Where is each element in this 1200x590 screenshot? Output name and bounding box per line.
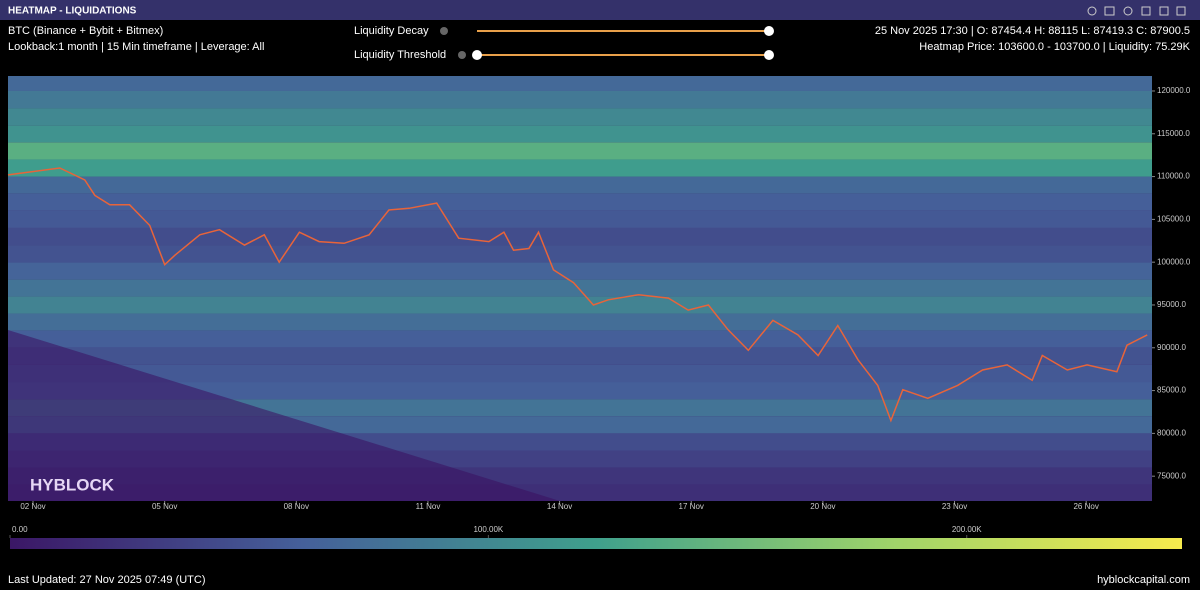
close-icon[interactable] bbox=[1176, 6, 1186, 16]
x-tick-label: 14 Nov bbox=[547, 502, 572, 511]
liquidity-band bbox=[8, 279, 1152, 297]
toolbar-icons[interactable] bbox=[1087, 6, 1186, 16]
market-label: BTC (Binance + Bybit + Bitmex) bbox=[8, 25, 163, 37]
liquidity-band bbox=[8, 210, 1152, 228]
settings-icon[interactable] bbox=[1123, 6, 1133, 16]
liquidity-band bbox=[8, 330, 1152, 348]
title-bar bbox=[0, 0, 1200, 20]
x-tick-label: 23 Nov bbox=[942, 502, 967, 511]
y-tick-label: 85000.0 bbox=[1157, 386, 1186, 395]
liquidity-band bbox=[8, 296, 1152, 314]
liquidity-band bbox=[8, 125, 1152, 143]
y-tick-label: 90000.0 bbox=[1157, 343, 1186, 352]
settings-label: Lookback:1 month | 15 Min timeframe | Le… bbox=[8, 41, 264, 53]
slider-knob[interactable] bbox=[764, 50, 774, 60]
price-line bbox=[7, 167, 1148, 423]
liquidity-band bbox=[8, 176, 1152, 194]
x-tick-label: 17 Nov bbox=[679, 502, 704, 511]
decay-shade bbox=[8, 330, 560, 501]
refresh-icon[interactable] bbox=[1087, 6, 1097, 16]
y-tick-label: 120000.0 bbox=[1157, 86, 1191, 95]
y-tick-label: 110000.0 bbox=[1157, 172, 1190, 181]
x-tick-label: 26 Nov bbox=[1073, 502, 1098, 511]
liquidity-band bbox=[8, 399, 1152, 417]
decay-label: Liquidity Decay bbox=[354, 25, 429, 37]
expand-icon[interactable] bbox=[1159, 6, 1169, 16]
liquidity-band bbox=[8, 245, 1152, 263]
liquidity-band bbox=[8, 382, 1152, 400]
x-tick-label: 20 Nov bbox=[810, 502, 835, 511]
hover-label: Heatmap Price: 103600.0 - 103700.0 | Liq… bbox=[919, 41, 1190, 53]
camera-icon[interactable] bbox=[1104, 6, 1115, 16]
slider-knob[interactable] bbox=[764, 26, 774, 36]
brand-watermark: HYBLOCK bbox=[30, 475, 115, 494]
colorbar-tick-label: 200.00K bbox=[952, 525, 982, 534]
liquidity-band bbox=[8, 76, 1152, 91]
plot-area: 75000.0 80000.0 85000.0 90000.0 95000.0 10000… bbox=[7, 76, 1191, 549]
colorbar-tick-label: 100.00K bbox=[473, 525, 503, 534]
y-tick-label: 80000.0 bbox=[1157, 428, 1186, 437]
liquidity-band bbox=[8, 159, 1152, 177]
x-tick-label: 11 Nov bbox=[416, 502, 441, 511]
liquidity-band bbox=[8, 142, 1152, 160]
y-tick-label: 100000.0 bbox=[1157, 257, 1191, 266]
y-tick-label: 75000.0 bbox=[1157, 471, 1186, 480]
slider-knob[interactable] bbox=[472, 50, 482, 60]
y-tick-label: 105000.0 bbox=[1157, 214, 1191, 223]
site-link[interactable]: hyblockcapital.com bbox=[1097, 574, 1190, 586]
liquidity-band bbox=[8, 364, 1152, 383]
colorbar bbox=[10, 538, 1182, 549]
x-tick-label: 05 Nov bbox=[152, 502, 177, 511]
liquidity-band bbox=[8, 313, 1152, 331]
x-tick-label: 08 Nov bbox=[284, 502, 309, 511]
colorbar-tick-label: 0.00 bbox=[12, 525, 28, 534]
ohlc-label: 25 Nov 2025 17:30 | O: 87454.4 H: 88115 … bbox=[875, 25, 1190, 37]
save-icon[interactable] bbox=[1141, 6, 1151, 16]
liquidity-band bbox=[8, 262, 1152, 280]
help-icon[interactable] bbox=[458, 51, 466, 59]
liquidity-band bbox=[8, 347, 1152, 365]
liquidity-band bbox=[8, 227, 1152, 246]
help-icon[interactable] bbox=[440, 27, 448, 35]
liquidity-band bbox=[8, 108, 1152, 126]
last-updated: Last Updated: 27 Nov 2025 07:49 (UTC) bbox=[8, 574, 206, 586]
x-tick-label: 02 Nov bbox=[20, 502, 45, 511]
y-tick-label: 115000.0 bbox=[1157, 129, 1190, 138]
liquidity-band bbox=[8, 193, 1152, 211]
y-tick-label: 95000.0 bbox=[1157, 300, 1186, 309]
liquidity-band bbox=[8, 90, 1152, 109]
panel-title: HEATMAP - LIQUIDATIONS bbox=[8, 6, 137, 17]
threshold-label: Liquidity Threshold bbox=[354, 49, 446, 61]
